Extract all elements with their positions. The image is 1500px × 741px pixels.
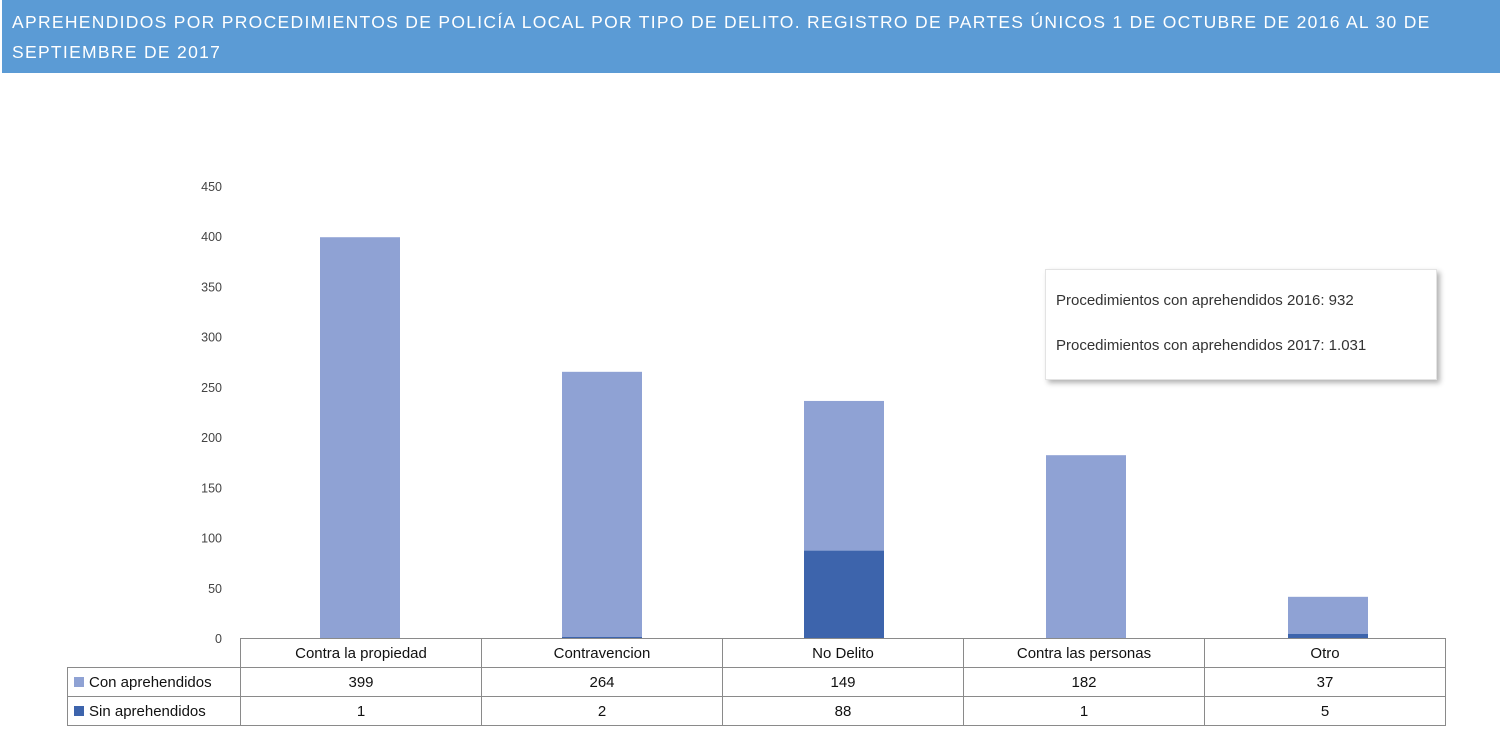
- bar-sin-aprehendidos: [804, 550, 884, 639]
- bar-con-aprehendidos: [1046, 455, 1126, 638]
- header-banner: APREHENDIDOS POR PROCEDIMIENTOS DE POLIC…: [2, 0, 1500, 73]
- table-cell: 1: [963, 696, 1205, 726]
- bar-sin-aprehendidos: [562, 636, 642, 639]
- legend-swatch-con: [74, 676, 84, 687]
- table-row: Con aprehendidos 399 264 149 182 37: [67, 667, 1446, 697]
- table-cell: 149: [722, 667, 964, 697]
- y-tick-label: 0: [215, 632, 222, 646]
- bar-con-aprehendidos: [320, 237, 400, 638]
- legend-label: Con aprehendidos: [89, 673, 212, 691]
- legend-label: Sin aprehendidos: [89, 702, 206, 720]
- table-cell: 5: [1204, 696, 1446, 726]
- table-cell: 88: [722, 696, 964, 726]
- category-label: Contra la propiedad: [240, 638, 482, 668]
- table-cell: 37: [1204, 667, 1446, 697]
- bar-con-aprehendidos: [1288, 596, 1368, 634]
- y-tick-label: 450: [201, 180, 222, 194]
- table-cell: 264: [481, 667, 723, 697]
- category-label: Contra las personas: [963, 638, 1205, 668]
- y-tick-label: 100: [201, 532, 222, 546]
- category-label: No Delito: [722, 638, 964, 668]
- chart-title: APREHENDIDOS POR PROCEDIMIENTOS DE POLIC…: [12, 12, 1431, 62]
- table-header-row: Contra la propiedad Contravencion No Del…: [68, 638, 1446, 668]
- y-tick-label: 150: [201, 481, 222, 495]
- y-tick-label: 50: [208, 582, 222, 596]
- bar-con-aprehendidos: [562, 371, 642, 637]
- bar-sin-aprehendidos: [1288, 633, 1368, 639]
- y-tick-label: 400: [201, 230, 222, 244]
- y-tick-label: 250: [201, 381, 222, 395]
- table-cell: 2: [481, 696, 723, 726]
- table-corner: [68, 639, 241, 668]
- y-tick-label: 200: [201, 431, 222, 445]
- legend-entry-sin: Sin aprehendidos: [67, 696, 241, 726]
- y-tick-label: 300: [201, 331, 222, 345]
- table-cell: 399: [240, 667, 482, 697]
- annotation-2017: Procedimientos con aprehendidos 2017: 1.…: [1056, 337, 1367, 354]
- category-label: Otro: [1204, 638, 1446, 668]
- legend-swatch-sin: [74, 705, 84, 716]
- table-cell: 182: [963, 667, 1205, 697]
- table-row: Sin aprehendidos 1 2 88 1 5: [67, 696, 1446, 726]
- legend-entry-con: Con aprehendidos: [67, 667, 241, 697]
- data-table: Contra la propiedad Contravencion No Del…: [67, 638, 1446, 726]
- y-tick-label: 350: [201, 280, 222, 294]
- category-label: Contravencion: [481, 638, 723, 668]
- annotation-2016: Procedimientos con aprehendidos 2016: 93…: [1056, 292, 1354, 309]
- table-cell: 1: [240, 696, 482, 726]
- bar-con-aprehendidos: [804, 400, 884, 551]
- annotation-box: Procedimientos con aprehendidos 2016: 93…: [1045, 269, 1437, 380]
